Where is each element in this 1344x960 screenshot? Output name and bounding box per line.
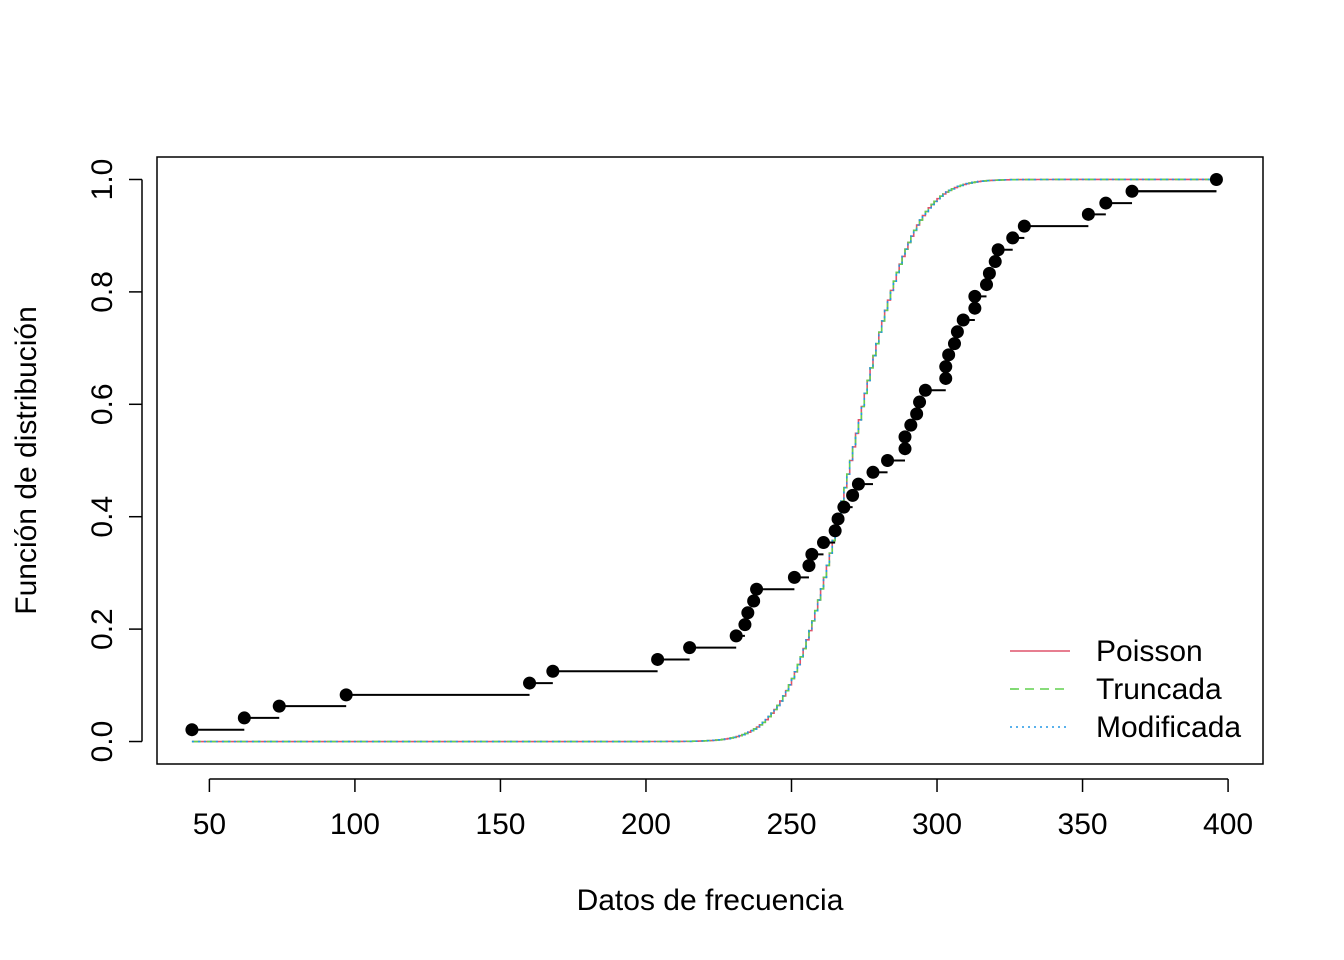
ecdf-point: [988, 255, 1002, 269]
x-tick-label: 150: [475, 808, 525, 841]
ecdf-point: [817, 536, 831, 550]
ecdf-point: [831, 512, 845, 526]
ecdf-point: [651, 652, 665, 666]
x-tick-label: 400: [1203, 808, 1253, 841]
ecdf-point: [185, 723, 199, 737]
ecdf-point: [956, 313, 970, 327]
x-tick-label: 50: [193, 808, 226, 841]
x-tick-label: 300: [912, 808, 962, 841]
model-cdf-layer: [191, 178, 1217, 743]
legend-label-truncada: Truncada: [1096, 673, 1222, 706]
ecdf-point: [939, 371, 953, 385]
ecdf-point: [904, 418, 918, 432]
ecdf-point: [747, 594, 761, 608]
x-tick-label: 200: [621, 808, 671, 841]
x-tick-label: 350: [1058, 808, 1108, 841]
ecdf-point: [968, 301, 982, 315]
ecdf-point: [910, 407, 924, 421]
x-axis: 50 100 150 200 250 300 350 400: [193, 778, 1253, 841]
ecdf-point: [991, 243, 1005, 257]
ecdf-point: [741, 606, 755, 620]
ecdf-point: [898, 442, 912, 456]
y-tick-label: 1.0: [86, 159, 119, 201]
empirical-cdf-layer: [185, 172, 1223, 737]
x-axis-title: Datos de frecuencia: [577, 884, 844, 917]
x-tick-label: 250: [766, 808, 816, 841]
legend-label-modificada: Modificada: [1096, 711, 1241, 744]
ecdf-point: [805, 547, 819, 561]
y-tick-label: 0.2: [86, 608, 119, 650]
ecdf-point: [750, 582, 764, 596]
ecdf-point: [866, 465, 880, 479]
ecdf-point: [787, 570, 801, 584]
series-line-modificada: [191, 178, 1217, 743]
ecdf-point: [851, 477, 865, 491]
plot-box: [156, 156, 1264, 765]
y-tick-label: 0.8: [86, 271, 119, 313]
ecdf-point: [1099, 196, 1113, 210]
ecdf-point: [980, 278, 993, 292]
ecdf-point: [237, 711, 251, 725]
ecdf-point: [950, 325, 964, 339]
ecdf-point: [1006, 231, 1020, 245]
ecdf-point: [913, 395, 927, 409]
legend: Poisson Truncada Modificada: [1010, 635, 1241, 744]
x-tick-label: 100: [330, 808, 380, 841]
ecdf-point: [828, 524, 842, 538]
ecdf-point: [837, 500, 851, 514]
ecdf-point: [968, 289, 982, 303]
y-tick-label: 0.0: [86, 721, 119, 763]
ecdf-point: [846, 488, 860, 502]
ecdf-point: [1209, 172, 1223, 186]
series-line-poisson: [191, 178, 1217, 743]
y-axis: 0.0 0.2 0.4 0.6 0.8 1.0: [86, 159, 143, 763]
ecdf-point: [942, 348, 956, 362]
ecdf-point: [939, 360, 953, 374]
y-tick-label: 0.6: [86, 383, 119, 425]
ecdf-point: [881, 454, 895, 467]
ecdf-point: [898, 430, 912, 444]
ecdf-point: [1017, 219, 1031, 233]
ecdf-point: [802, 559, 816, 573]
series-line-truncada: [191, 178, 1217, 743]
ecdf-point: [918, 383, 932, 397]
ecdf-point: [1125, 184, 1139, 198]
ecdf-point: [272, 699, 286, 713]
y-axis-title: Función de distribución: [10, 306, 43, 615]
legend-label-poisson: Poisson: [1096, 635, 1203, 668]
ecdf-point: [339, 688, 353, 702]
ecdf-point: [738, 618, 752, 632]
ecdf-point: [523, 676, 537, 690]
ecdf-point: [683, 641, 697, 655]
ecdf-point: [1081, 207, 1095, 221]
ecdf-point: [982, 266, 996, 280]
y-tick-label: 0.4: [86, 496, 119, 538]
ecdf-point: [729, 629, 743, 643]
ecdf-point: [947, 337, 961, 351]
ecdf-point: [546, 664, 560, 678]
